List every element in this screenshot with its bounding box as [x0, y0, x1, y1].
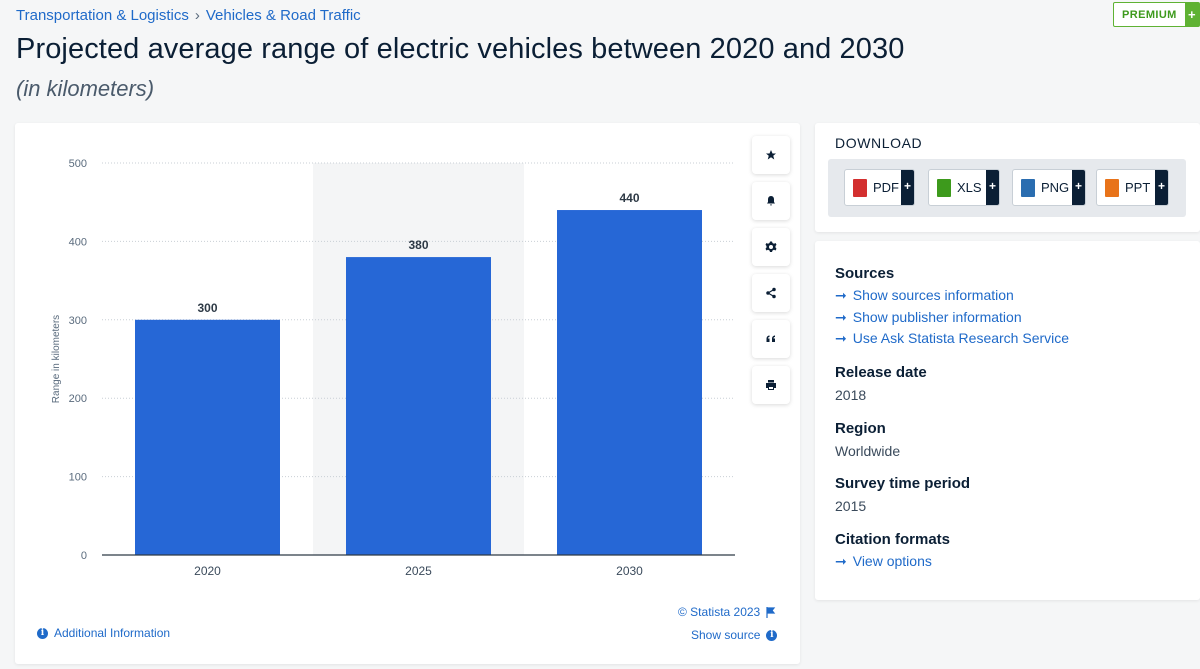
notification-button[interactable]: [752, 182, 790, 220]
chart-card: 0 100 200 300 400 500 Range in kilometers 300 20…: [15, 123, 800, 664]
survey-period-heading: Survey time period: [835, 475, 971, 492]
region-value: Worldwide: [835, 443, 901, 459]
download-xls-button[interactable]: XLS +: [928, 169, 1000, 206]
premium-badge[interactable]: PREMIUM +: [1113, 2, 1200, 27]
print-button[interactable]: [752, 366, 790, 404]
release-date-value: 2018: [835, 387, 867, 403]
settings-button[interactable]: [752, 228, 790, 266]
bar-value-label: 300: [197, 301, 217, 315]
page-title: Projected average range of electric vehi…: [16, 33, 905, 65]
release-date-heading: Release date: [835, 364, 927, 381]
arrow-right-icon: ➞: [835, 330, 847, 346]
y-tick-label: 200: [69, 393, 87, 405]
page-subtitle: (in kilometers): [16, 76, 155, 101]
y-tick-label: 500: [69, 158, 87, 170]
y-tick-label: 400: [69, 236, 87, 248]
pdf-file-icon: [853, 178, 867, 197]
region-heading: Region: [835, 420, 886, 437]
quote-icon: [766, 335, 775, 342]
view-options-label: View options: [852, 553, 932, 569]
x-tick-label: 2025: [405, 564, 432, 578]
download-card: DOWNLOAD PDF + XLS + PNG + PPT +: [815, 123, 1200, 232]
ppt-file-icon: [1105, 178, 1119, 197]
download-panel: PDF + XLS + PNG + PPT +: [828, 159, 1186, 217]
citation-formats-heading: Citation formats: [835, 531, 951, 548]
download-ppt-button[interactable]: PPT +: [1096, 169, 1169, 206]
print-icon: [766, 380, 776, 390]
bar: [346, 257, 491, 555]
sources-heading: Sources: [835, 265, 895, 282]
png-file-icon: [1021, 178, 1035, 197]
bell-icon: [767, 196, 775, 206]
breadcrumb-separator: ›: [194, 7, 200, 24]
gear-icon: [765, 241, 777, 252]
y-tick-label: 0: [81, 550, 87, 562]
info-icon: i: [766, 629, 778, 641]
download-pdf-label: PDF: [873, 180, 899, 195]
download-pdf-button[interactable]: PDF +: [844, 169, 915, 206]
survey-period-value: 2015: [835, 498, 867, 514]
bar-value-label: 440: [619, 191, 639, 205]
breadcrumb-item-vehicles[interactable]: Vehicles & Road Traffic: [205, 7, 361, 24]
show-publisher-link[interactable]: ➞ Show publisher information: [835, 309, 1022, 325]
share-icon: [766, 287, 776, 299]
star-icon: [766, 150, 776, 160]
arrow-right-icon: ➞: [835, 287, 847, 303]
y-axis-label: Range in kilometers: [51, 315, 62, 403]
x-tick-label: 2030: [616, 564, 643, 578]
share-button[interactable]: [752, 274, 790, 312]
x-tick-label: 2020: [194, 564, 221, 578]
bar-chart: 0 100 200 300 400 500 Range in kilometers 300 20…: [51, 158, 735, 578]
ask-statista-link[interactable]: ➞ Use Ask Statista Research Service: [835, 330, 1069, 346]
show-sources-label: Show sources information: [852, 287, 1014, 303]
arrow-right-icon: ➞: [835, 553, 847, 569]
cite-button[interactable]: [752, 320, 790, 358]
download-xls-plus: +: [986, 170, 999, 205]
show-publisher-label: Show publisher information: [852, 309, 1022, 325]
show-source-link[interactable]: Show source i: [691, 628, 778, 642]
premium-plus: +: [1184, 3, 1199, 26]
additional-information-link[interactable]: i Additional Information: [37, 626, 170, 640]
statista-credit-label: © Statista 2023: [678, 605, 761, 619]
show-source-label: Show source: [691, 628, 761, 642]
view-options-link[interactable]: ➞ View options: [835, 553, 932, 569]
additional-information-label: Additional Information: [54, 626, 171, 640]
download-ppt-plus: +: [1155, 170, 1168, 205]
bar: [135, 319, 280, 555]
premium-label: PREMIUM: [1122, 9, 1177, 21]
download-pdf-plus: +: [901, 170, 914, 205]
bar-value-label: 380: [408, 238, 428, 252]
statistic-details-card: Sources ➞ Show sources information ➞ Sho…: [815, 241, 1200, 600]
show-sources-link[interactable]: ➞ Show sources information: [835, 287, 1014, 303]
info-icon: i: [37, 627, 48, 639]
download-png-label: PNG: [1041, 180, 1070, 195]
xls-file-icon: [937, 178, 951, 197]
y-tick-label: 100: [69, 472, 87, 484]
ask-statista-label: Use Ask Statista Research Service: [852, 330, 1070, 346]
breadcrumb: Transportation & Logistics › Vehicles & …: [16, 7, 361, 24]
y-tick-label: 300: [69, 315, 87, 327]
bar: [557, 210, 702, 555]
statista-credit[interactable]: © Statista 2023: [678, 605, 776, 619]
arrow-right-icon: ➞: [835, 309, 847, 325]
download-png-button[interactable]: PNG +: [1012, 169, 1086, 206]
download-png-plus: +: [1072, 170, 1085, 205]
flag-icon: [766, 606, 776, 618]
download-ppt-label: PPT: [1125, 180, 1151, 195]
download-heading: DOWNLOAD: [835, 135, 923, 151]
breadcrumb-item-transportation[interactable]: Transportation & Logistics: [16, 7, 189, 24]
download-xls-label: XLS: [957, 180, 982, 195]
favorite-button[interactable]: [752, 136, 790, 174]
